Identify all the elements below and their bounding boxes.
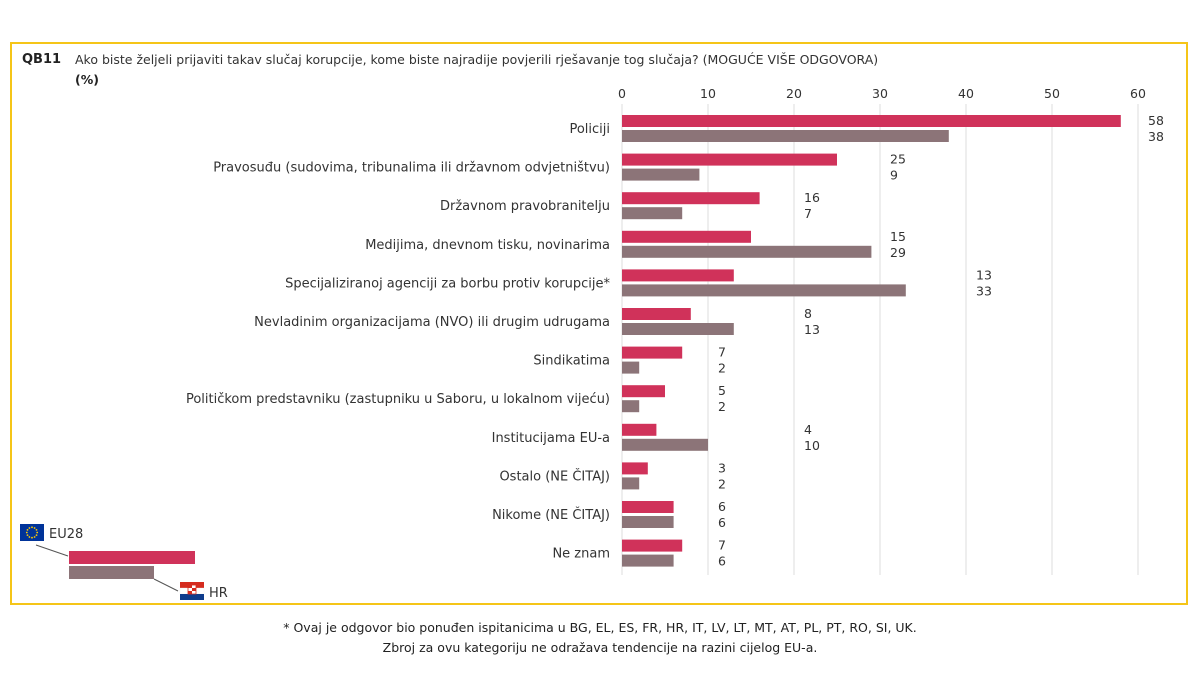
legend-swatch-eu28 — [69, 551, 195, 564]
x-tick-label: 40 — [958, 86, 974, 101]
eu-flag-star — [26, 534, 29, 536]
legend-label-hr: HR — [209, 586, 228, 601]
bar-hr — [622, 130, 949, 142]
legend-swatch-hr — [69, 566, 154, 579]
question-unit: (%) — [75, 72, 99, 87]
value-label-eu28: 7 — [718, 345, 726, 360]
x-tick-label: 20 — [786, 86, 802, 101]
eu-flag-star — [25, 531, 28, 534]
eu-flag-star — [33, 536, 36, 538]
hr-flag-shield-check — [192, 588, 196, 591]
x-tick-label: 10 — [700, 86, 716, 101]
bar-hr — [622, 207, 683, 220]
footnote-line-2: Zbroj za ovu kategoriju ne odražava tend… — [382, 640, 818, 655]
value-label-eu28: 5 — [718, 383, 726, 398]
category-label: Političkom predstavniku (zastupniku u Sa… — [186, 392, 610, 407]
hr-flag-shield-check — [188, 591, 192, 594]
eu-flag-star — [26, 529, 29, 531]
value-label-hr: 2 — [718, 476, 726, 491]
eu-flag-star — [31, 526, 33, 529]
question-code: QB11 — [22, 52, 62, 67]
eu-flag-star — [31, 536, 33, 539]
value-label-eu28: 13 — [976, 267, 992, 282]
bar-hr — [622, 284, 906, 297]
bar-hr — [622, 516, 674, 528]
value-label-eu28: 58 — [1148, 113, 1164, 128]
bar-eu28 — [622, 423, 657, 436]
bar-eu28 — [622, 308, 691, 320]
bar-eu28 — [622, 385, 665, 398]
value-label-hr: 29 — [890, 245, 906, 260]
bar-eu28 — [622, 115, 1121, 127]
bar-hr — [622, 245, 872, 258]
x-tick-label: 60 — [1130, 86, 1146, 101]
bar-eu28 — [622, 346, 683, 359]
value-label-eu28: 25 — [890, 152, 906, 167]
bar-hr — [622, 323, 734, 335]
value-label-eu28: 8 — [804, 306, 812, 321]
bar-hr — [622, 400, 640, 413]
hr-flag-stripe — [180, 594, 204, 600]
bar-eu28 — [622, 192, 760, 205]
category-label: Pravosuđu (sudovima, tribunalima ili drž… — [213, 161, 610, 176]
eu-flag-star — [33, 527, 36, 529]
legend-connector-eu28 — [35, 544, 69, 557]
value-label-eu28: 4 — [804, 422, 812, 437]
x-tick-label: 50 — [1044, 86, 1060, 101]
bar-hr — [622, 361, 640, 374]
category-label: Ne znam — [552, 547, 610, 562]
eu-flag-star — [36, 531, 39, 534]
value-label-eu28: 15 — [890, 229, 906, 244]
value-label-hr: 7 — [804, 206, 812, 221]
value-label-hr: 6 — [718, 554, 726, 569]
x-tick-label: 0 — [618, 86, 626, 101]
bar-hr — [622, 168, 700, 181]
category-label: Specijaliziranoj agenciji za borbu proti… — [285, 276, 610, 291]
value-label-eu28: 6 — [718, 499, 726, 514]
eu-flag-star — [28, 527, 31, 529]
footnote-line-1: * Ovaj je odgovor bio ponuđen ispitanici… — [283, 620, 917, 635]
bar-eu28 — [622, 153, 837, 166]
hr-flag-shield-check — [188, 585, 192, 588]
bar-eu28 — [622, 539, 683, 552]
legend-label-eu28: EU28 — [49, 527, 83, 542]
value-label-hr: 10 — [804, 438, 820, 453]
value-label-hr: 38 — [1148, 129, 1164, 144]
category-label: Institucijama EU-a — [492, 431, 610, 446]
bar-eu28 — [622, 462, 648, 475]
category-label: Medijima, dnevnom tisku, novinarima — [365, 238, 610, 253]
bar-hr — [622, 554, 674, 567]
x-tick-label: 30 — [872, 86, 888, 101]
value-label-hr: 6 — [718, 515, 726, 530]
legend-connector-hr — [153, 578, 179, 592]
bar-hr — [622, 477, 640, 490]
category-label: Policiji — [569, 122, 610, 137]
eu-flag-star — [35, 534, 38, 536]
value-label-hr: 13 — [804, 322, 820, 337]
chart-frame — [10, 42, 1188, 605]
category-label: Državnom pravobranitelju — [440, 199, 610, 214]
eu-flag-star — [35, 529, 38, 531]
bar-eu28 — [622, 501, 674, 513]
bar-eu28 — [622, 230, 751, 243]
bar-eu28 — [622, 269, 734, 282]
value-label-eu28: 3 — [718, 460, 726, 475]
eu-flag-icon — [20, 524, 44, 541]
value-label-hr: 33 — [976, 283, 992, 298]
value-label-hr: 9 — [890, 168, 898, 183]
category-label: Nevladinim organizacijama (NVO) ili drug… — [254, 315, 610, 330]
value-label-hr: 2 — [718, 361, 726, 376]
category-label: Nikome (NE ČITAJ) — [492, 507, 610, 523]
value-label-eu28: 7 — [718, 538, 726, 553]
category-label: Ostalo (NE ČITAJ) — [499, 468, 610, 484]
value-label-eu28: 16 — [804, 190, 820, 205]
category-label: Sindikatima — [533, 354, 610, 369]
question-text: Ako biste željeli prijaviti takav slučaj… — [75, 52, 879, 67]
bar-hr — [622, 438, 708, 451]
value-label-hr: 2 — [718, 399, 726, 414]
eu-flag-star — [28, 536, 31, 538]
